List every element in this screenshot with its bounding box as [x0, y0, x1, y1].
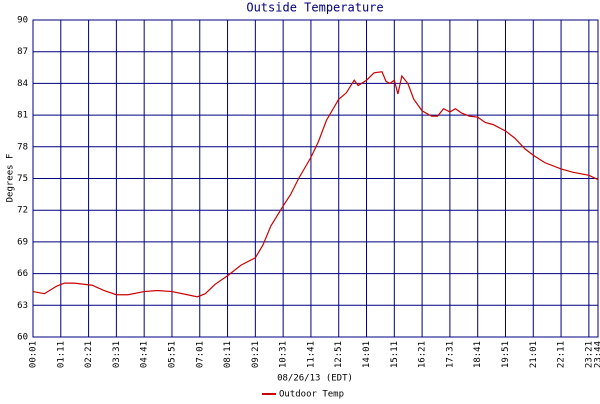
x-axis-label: 08/26/13 (EDT): [277, 374, 353, 384]
x-tick-label: 19:51: [501, 341, 511, 368]
x-tick-label: 22:11: [557, 341, 567, 368]
y-axis-label: Degrees F: [6, 154, 16, 203]
y-tick-label: 69: [17, 237, 28, 247]
y-tick-label: 60: [17, 333, 28, 343]
x-tick-label: 01:11: [56, 341, 66, 368]
x-tick-label: 09:21: [251, 341, 261, 368]
x-tick-label: 10:31: [279, 341, 289, 368]
x-tick-label: 14:01: [362, 341, 372, 368]
y-tick-label: 84: [17, 79, 28, 89]
x-tick-label: 16:21: [418, 341, 428, 368]
x-tick-label: 15:11: [390, 341, 400, 368]
y-tick-label: 81: [17, 111, 28, 121]
x-tick-label: 02:21: [84, 341, 94, 368]
x-tick-label: 11:41: [306, 341, 316, 368]
y-tick-label: 63: [17, 301, 28, 311]
legend-label: Outdoor Temp: [279, 390, 344, 400]
y-tick-label: 75: [17, 174, 28, 184]
x-tick-label: 23:44: [594, 341, 600, 368]
y-tick-label: 90: [17, 16, 28, 26]
y-tick-label: 66: [17, 269, 28, 279]
x-tick-label: 07:01: [195, 341, 205, 368]
x-tick-label: 08:11: [223, 341, 233, 368]
x-tick-label: 12:51: [334, 341, 344, 368]
x-tick-label: 21:01: [529, 341, 539, 368]
x-tick-label: 05:51: [167, 341, 177, 368]
x-tick-label: 00:01: [29, 341, 39, 368]
y-tick-label: 72: [17, 206, 28, 216]
x-tick-label: 18:41: [473, 341, 483, 368]
x-tick-label: 17:31: [445, 341, 455, 368]
chart-title: Outside Temperature: [246, 1, 383, 15]
x-tick-label: 04:41: [140, 341, 150, 368]
y-tick-label: 78: [17, 142, 28, 152]
y-tick-label: 87: [17, 47, 28, 57]
x-tick-label: 03:31: [112, 341, 122, 368]
